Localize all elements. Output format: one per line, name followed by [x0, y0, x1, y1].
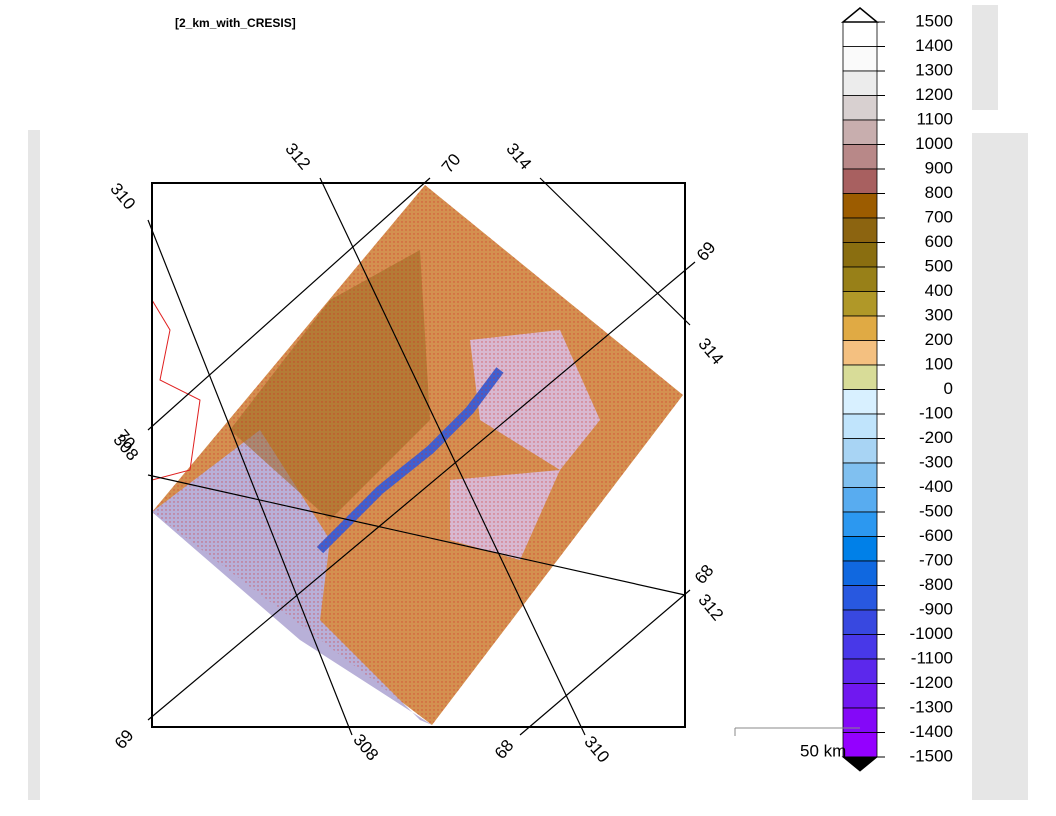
grid-label: 69 — [111, 726, 138, 753]
meridian — [319, 177, 586, 736]
colorbar-box — [842, 46, 878, 72]
colorbar-box — [842, 315, 878, 341]
parallel — [147, 177, 431, 431]
colorbar-label: 100 — [925, 354, 953, 373]
colorbar-label: 1200 — [915, 85, 953, 104]
colorbar-box — [842, 732, 878, 758]
meridian — [539, 177, 691, 326]
colorbar-box — [842, 609, 878, 635]
colorbar-label: 900 — [925, 158, 953, 177]
colorbar-label: 700 — [925, 207, 953, 226]
parallel — [147, 261, 696, 721]
colorbar-label: 1300 — [915, 60, 953, 79]
colorbar-box — [842, 217, 878, 243]
grid-label: 69 — [693, 238, 720, 265]
colorbar-label: -800 — [919, 575, 953, 594]
colorbar-box — [842, 389, 878, 415]
colorbar-box — [842, 340, 878, 366]
parallel — [519, 589, 691, 736]
grid-label: 314 — [502, 139, 535, 173]
colorbar-over — [840, 7, 880, 23]
colorbar-box — [842, 511, 878, 537]
colorbar-box — [842, 658, 878, 684]
colorbar-box — [842, 413, 878, 439]
map-title: [2_km_with_CRESIS] — [175, 16, 296, 30]
colorbar-label: -900 — [919, 599, 953, 618]
colorbar-label: 300 — [925, 305, 953, 324]
colorbar-label: -1500 — [910, 746, 953, 765]
grid-label: 310 — [580, 732, 613, 766]
grid-label: 312 — [694, 590, 727, 624]
colorbar-label: -1400 — [910, 722, 953, 741]
colorbar-box — [842, 70, 878, 96]
panel-bg — [972, 5, 998, 110]
colorbar-box — [842, 585, 878, 611]
colorbar-box — [842, 291, 878, 317]
colorbar-label: -1300 — [910, 697, 953, 716]
colorbar-box — [842, 21, 878, 47]
grid-label: 310 — [106, 179, 139, 213]
colorbar-box — [842, 144, 878, 170]
colorbar-label: 1100 — [916, 109, 953, 128]
colorbar-label: -1200 — [910, 673, 953, 692]
colorbar-label: -200 — [919, 428, 953, 447]
scale-bar-label: 50 km — [800, 741, 846, 760]
stipple — [152, 185, 683, 725]
colorbar-label: 0 — [944, 379, 953, 398]
colorbar-label: -300 — [919, 452, 953, 471]
colorbar-label: 1500 — [915, 11, 953, 30]
meridian — [147, 219, 353, 736]
grid-label: 68 — [491, 736, 518, 763]
colorbar-label: -100 — [919, 403, 953, 422]
colorbar-label: -1100 — [911, 648, 953, 667]
panel-bg — [28, 130, 40, 800]
colorbar-box — [842, 95, 878, 121]
colorbar-box — [842, 707, 878, 733]
grid-label: 70 — [438, 150, 465, 177]
colorbar-label: 1000 — [915, 134, 953, 153]
colorbar-label: 400 — [925, 281, 953, 300]
colorbar-label: 500 — [925, 256, 953, 275]
colorbar-under — [841, 756, 879, 772]
colorbar-label: 200 — [925, 330, 953, 349]
grid-label: 308 — [349, 730, 382, 764]
colorbar-box — [842, 119, 878, 145]
colorbar-box — [842, 634, 878, 660]
colorbar-box — [842, 487, 878, 513]
colorbar-label: -600 — [919, 526, 953, 545]
grid-label: 314 — [694, 334, 727, 368]
grid-label: 68 — [691, 561, 718, 588]
colorbar-label: 1400 — [915, 36, 953, 55]
map-frame — [151, 182, 686, 728]
colorbar-label: -700 — [919, 550, 953, 569]
colorbar-label: -500 — [919, 501, 953, 520]
colorbar-box — [842, 193, 878, 219]
colorbar-box — [842, 560, 878, 586]
grid-label: 312 — [281, 139, 314, 173]
panel-bg — [972, 133, 1028, 800]
colorbar-label: 800 — [925, 183, 953, 202]
graticule — [147, 177, 696, 736]
colorbar-box — [842, 168, 878, 194]
colorbar-box — [842, 242, 878, 268]
colorbar-label: -400 — [919, 477, 953, 496]
colorbar-box — [842, 438, 878, 464]
coastline — [152, 299, 201, 481]
colorbar-label: -1000 — [910, 624, 953, 643]
colorbar-box — [842, 536, 878, 562]
colorbar-box — [842, 364, 878, 390]
colorbar-label: 600 — [925, 232, 953, 251]
map-data — [152, 185, 683, 725]
colorbar-box — [842, 462, 878, 488]
meridian — [147, 474, 686, 596]
colorbar-box — [842, 683, 878, 709]
colorbar-box — [842, 266, 878, 292]
